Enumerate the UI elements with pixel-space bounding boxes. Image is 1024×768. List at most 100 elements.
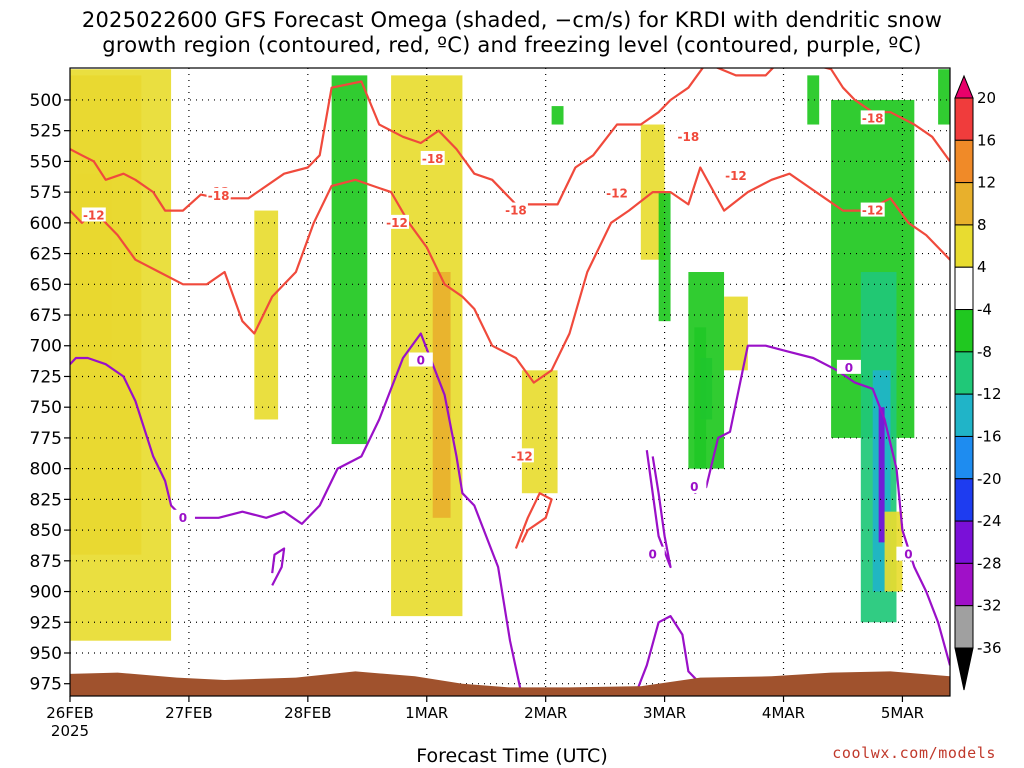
x-tick-label-2mar: 2MAR	[524, 704, 567, 722]
dgz-minus18-label-0-bg	[206, 187, 231, 202]
freezing-level-small-contour	[271, 547, 286, 586]
x-axis-label: Forecast Time (UTC)	[416, 745, 608, 767]
colorbar-box-5	[954, 309, 974, 353]
source-credit: coolwx.com/models	[832, 744, 996, 762]
x-year-label: 2025	[51, 722, 89, 740]
colorbar-box-8	[954, 435, 974, 480]
x-tick-label-26feb: 26FEB	[46, 704, 93, 722]
omega-shading	[70, 69, 950, 641]
colorbar-box-2	[954, 182, 974, 226]
colorbar-label-12: -32	[977, 597, 1002, 615]
ground-fill	[70, 671, 950, 696]
dgz-minus18-label-1: -18	[422, 152, 444, 166]
colorbar-box-11	[954, 562, 974, 607]
y-tick-label-550: 550	[30, 152, 62, 172]
freezing-label-4-bg	[836, 359, 861, 374]
freezing-label-3-bg	[682, 479, 707, 494]
dgz-minus12-label-0-bg	[81, 207, 106, 222]
plot-frame	[69, 67, 951, 697]
y-tick-label-525: 525	[30, 122, 62, 142]
y-tick-label-925: 925	[30, 613, 62, 633]
colorbar-box-6	[954, 351, 974, 395]
dgz-minus18-label-2: -18	[505, 204, 527, 218]
colorbar-label-9: -20	[977, 470, 1002, 488]
colorbar-label-11: -28	[977, 554, 1002, 572]
dgz-minus12-label-0: -12	[83, 208, 105, 222]
y-tick-label-650: 650	[30, 275, 62, 295]
colorbar-label-6: -8	[977, 343, 992, 361]
omega-region-7	[432, 272, 451, 518]
dgz-minus18-label-3-bg	[676, 128, 701, 143]
colorbar-bottom-arrow	[954, 647, 974, 691]
freezing-label-0-bg	[170, 509, 195, 524]
x-axis: 26FEB 27FEB 28FEB 1MAR 2MAR 3MAR 4MAR 5MAR 2025	[46, 696, 924, 740]
dgz-minus12-contour	[70, 166, 950, 384]
colorbar-box-0	[954, 97, 974, 141]
colorbar-box-3	[954, 224, 974, 268]
colorbar-label-5: -4	[977, 301, 992, 319]
colorbar-label-3: 8	[977, 216, 987, 234]
dgz-minus18-label-4-bg	[860, 110, 885, 125]
freezing-label-1: 0	[417, 353, 425, 367]
colorbar-top-arrow	[954, 74, 974, 99]
y-tick-label-875: 875	[30, 552, 62, 572]
colorbar-box-4	[954, 266, 974, 311]
y-tick-label-800: 800	[30, 460, 62, 480]
freezing-level-east2-contour	[693, 344, 950, 666]
x-tick-label-3mar: 3MAR	[643, 704, 686, 722]
omega-region-21	[884, 511, 903, 592]
y-tick-label-975: 975	[30, 675, 62, 695]
dgz-minus12-label-6-bg	[860, 202, 885, 217]
y-tick-label-625: 625	[30, 245, 62, 265]
dgz-minus12-label-3: -12	[511, 449, 533, 463]
colorbar-label-2: 12	[977, 174, 996, 192]
omega-region-14	[688, 272, 725, 469]
colorbar-box-9	[954, 478, 974, 522]
omega-region-8	[521, 370, 558, 494]
x-tick-label-27feb: 27FEB	[165, 704, 212, 722]
y-tick-label-900: 900	[30, 583, 62, 603]
x-tick-label-5mar: 5MAR	[881, 704, 924, 722]
dgz-minus12-lower-contour	[514, 492, 553, 549]
y-tick-label-850: 850	[30, 521, 62, 541]
chart-title-line1: 2025022600 GFS Forecast Omega (shaded, −…	[81, 8, 943, 32]
colorbar-box-10	[954, 520, 974, 564]
y-tick-label-950: 950	[30, 644, 62, 664]
dgz-minus12-label-5: -12	[725, 169, 747, 183]
dgz-minus12-label-2-bg	[385, 214, 410, 229]
y-tick-label-675: 675	[30, 306, 62, 326]
colorbar-label-8: -16	[977, 427, 1002, 445]
omega-region-22	[938, 69, 950, 125]
y-tick-label-725: 725	[30, 367, 62, 387]
y-tick-label-825: 825	[30, 490, 62, 510]
dgz-minus12-label-6: -12	[862, 204, 884, 218]
dgz-minus18-label-3: -18	[678, 130, 700, 144]
dgz-minus18-contour	[70, 68, 950, 212]
y-tick-label-700: 700	[30, 337, 62, 357]
omega-region-6	[331, 75, 368, 445]
freezing-label-2: 0	[649, 548, 657, 562]
dgz-minus12-label-2: -12	[386, 216, 408, 230]
freezing-label-5-bg	[896, 546, 921, 561]
plot-background	[70, 68, 950, 696]
omega-region-11	[658, 192, 671, 322]
freezing-label-3: 0	[690, 480, 698, 494]
freezing-label-5: 0	[904, 548, 912, 562]
colorbar-box-1	[954, 139, 974, 184]
chart-title-line2: growth region (contoured, red, ºC) and f…	[102, 33, 922, 57]
y-tick-label-575: 575	[30, 183, 62, 203]
dgz-minus12-label-4-bg	[605, 185, 630, 200]
ground-terrain	[70, 671, 950, 696]
dgz-minus18-label-1-bg	[420, 150, 445, 165]
dgz-minus18-label-2-bg	[503, 202, 528, 217]
omega-region-4	[254, 210, 279, 420]
freezing-level-contour	[70, 332, 523, 696]
y-tick-label-500: 500	[30, 91, 62, 111]
freezing-label-0: 0	[179, 511, 187, 525]
omega-region-16	[807, 75, 820, 125]
colorbar-label-7: -12	[977, 385, 1002, 403]
omega-region-9	[551, 106, 564, 125]
colorbar: 20 16 12 8 4 -4 -8 -12 -16 -20 -24 -28 -32 -36	[954, 74, 1002, 691]
freezing-label-2-bg	[640, 546, 665, 561]
y-axis: 500 525 550 575 600 625 650 675 700 725 750 775 800 8…	[30, 91, 70, 695]
